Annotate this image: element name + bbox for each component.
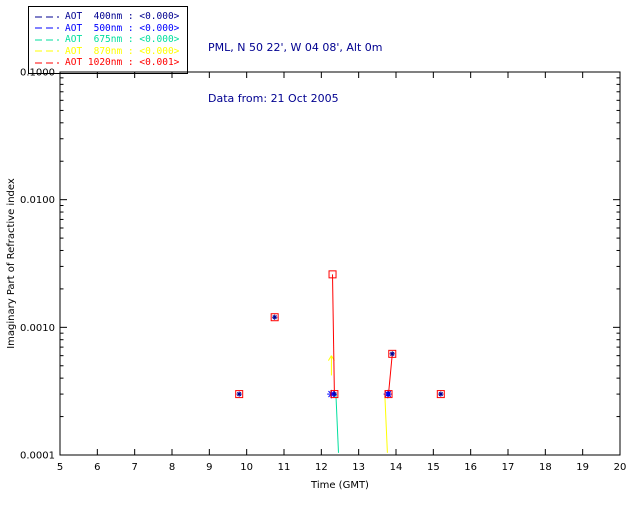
x-tick-label: 16 bbox=[464, 462, 477, 473]
series-line-aot-870nm bbox=[384, 394, 388, 453]
square-marker bbox=[436, 390, 445, 399]
square-marker bbox=[388, 349, 397, 358]
legend-item: AOT 400nm : <0.000> bbox=[34, 11, 179, 23]
asterisk-marker bbox=[236, 391, 242, 397]
legend-line-sample bbox=[35, 62, 59, 64]
square-marker bbox=[330, 390, 339, 399]
asterisk-marker bbox=[327, 389, 336, 399]
x-tick-label: 10 bbox=[240, 462, 253, 473]
legend-item: AOT 500nm : <0.000> bbox=[34, 23, 179, 35]
x-tick-label: 17 bbox=[502, 462, 515, 473]
x-tick-label: 19 bbox=[576, 462, 589, 473]
data-date: Data from: 21 Oct 2005 bbox=[208, 92, 339, 105]
series-line-aot-1020nm bbox=[388, 353, 393, 395]
y-tick-label: 0.1000 bbox=[20, 68, 55, 79]
station-header: PML, N 50 22', W 04 08', Alt 0m Data fro… bbox=[208, 5, 382, 141]
square-marker bbox=[384, 390, 393, 399]
x-tick-label: 20 bbox=[614, 462, 627, 473]
y-tick-label: 0.0100 bbox=[20, 195, 55, 206]
station-info: PML, N 50 22', W 04 08', Alt 0m bbox=[208, 41, 383, 54]
x-tick-label: 12 bbox=[315, 462, 328, 473]
series-line-aot-1020nm bbox=[332, 274, 335, 395]
square-marker bbox=[328, 270, 337, 279]
y-axis: 0.0001 0.0010 0.0100 0.1000 Imaginary Part o… bbox=[6, 68, 620, 462]
asterisk-marker bbox=[438, 391, 444, 397]
y-tick-label: 0.0010 bbox=[20, 323, 55, 334]
x-tick-label: 15 bbox=[427, 462, 440, 473]
legend-line-sample bbox=[35, 39, 59, 41]
x-tick-label: 5 bbox=[57, 462, 63, 473]
x-tick-label: 8 bbox=[169, 462, 175, 473]
asterisk-marker bbox=[389, 351, 395, 357]
legend-item: AOT 675nm : <0.000> bbox=[34, 34, 179, 46]
legend-label: AOT 870nm : <0.000> bbox=[65, 45, 180, 57]
x-tick-label: 13 bbox=[352, 462, 365, 473]
legend-label: AOT 500nm : <0.000> bbox=[65, 22, 180, 34]
x-axis-title: Time (GMT) bbox=[310, 480, 369, 491]
square-marker bbox=[235, 390, 244, 399]
legend-box: AOT 400nm : <0.000> AOT 500nm : <0.000> AO… bbox=[28, 6, 189, 74]
legend-line-sample bbox=[35, 27, 59, 29]
x-tick-label: 14 bbox=[390, 462, 403, 473]
plot-box bbox=[59, 71, 621, 456]
x-axis: 5 6 7 8 9 10 11 12 13 14 15 16 17 18 19 20 Time (GMT) bbox=[57, 72, 627, 491]
y-tick-label: 0.0001 bbox=[20, 451, 55, 462]
legend-label: AOT 675nm : <0.000> bbox=[65, 34, 180, 46]
x-tick-label: 9 bbox=[206, 462, 212, 473]
series-line-aot-675nm bbox=[335, 394, 339, 453]
legend-line-sample bbox=[35, 16, 59, 18]
legend-line-sample bbox=[35, 50, 59, 52]
legend-item: AOT 1020nm : <0.001> bbox=[34, 57, 179, 69]
x-tick-label: 6 bbox=[94, 462, 100, 473]
x-tick-label: 18 bbox=[539, 462, 552, 473]
asterisk-marker bbox=[272, 314, 278, 320]
x-tick-label: 11 bbox=[278, 462, 291, 473]
x-tick-label: 7 bbox=[131, 462, 137, 473]
legend-item: AOT 870nm : <0.000> bbox=[34, 46, 179, 58]
legend-label: AOT 1020nm : <0.001> bbox=[65, 57, 180, 69]
y-axis-title: Imaginary Part of Refractive index bbox=[6, 178, 17, 349]
square-marker bbox=[270, 313, 279, 322]
legend-label: AOT 400nm : <0.000> bbox=[65, 11, 180, 23]
